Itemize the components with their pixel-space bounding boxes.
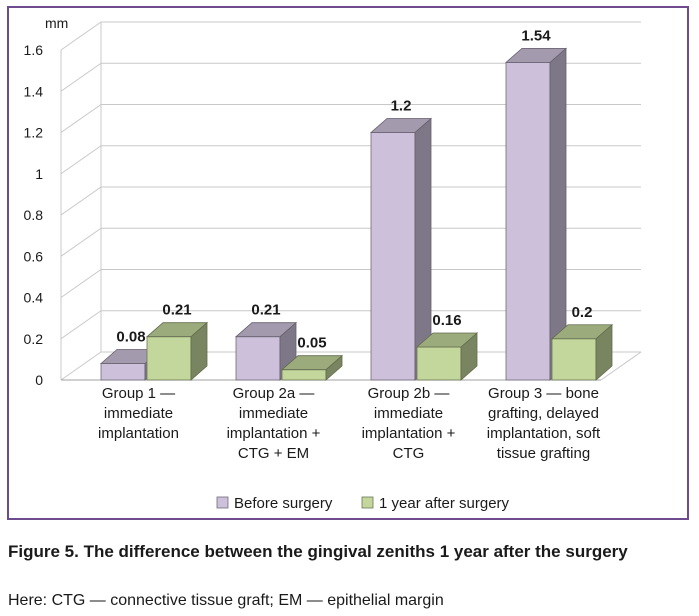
bar-front — [505, 61, 551, 381]
legend-label-1: Before surgery — [234, 495, 333, 512]
data-label: 0.2 — [572, 304, 593, 321]
bar-top — [550, 324, 614, 340]
bar-before-3 — [369, 117, 433, 381]
figure-caption-note: Here: CTG — connective tissue graft; EM … — [8, 592, 444, 609]
gridline-side — [60, 351, 102, 381]
chart-frame: 0 0.2 0.4 0.6 0.8 1 1.2 1.4 1.6 mm 0.08 0.21 Group 1… — [7, 6, 689, 520]
category-label-line: Group 2a — — [233, 385, 315, 402]
bar-front — [370, 132, 416, 381]
y-tick-label: 1.6 — [24, 42, 44, 58]
y-tick-label: 1.4 — [24, 83, 44, 99]
bar-top — [415, 332, 479, 348]
category-label: Group 2a — immediate implantation + CTG + E… — [227, 385, 321, 462]
data-label: 0.16 — [432, 312, 461, 329]
gridline-side — [60, 186, 102, 216]
y-axis-unit: mm — [45, 15, 68, 31]
gridline-side — [60, 310, 102, 340]
gridline-side — [60, 145, 102, 175]
bar-after-1 — [145, 321, 209, 381]
data-label: 1.54 — [521, 27, 551, 44]
figure-caption-title: Figure 5. The difference between the gin… — [8, 542, 628, 561]
category-label-line: Group 1 — — [102, 385, 175, 402]
category-label-line: implantation, soft — [487, 425, 601, 442]
gridline-side — [60, 62, 102, 92]
data-label: 0.21 — [162, 302, 191, 319]
bar-before-2 — [234, 321, 298, 381]
bar-front — [235, 336, 281, 381]
gridline-side — [60, 21, 102, 51]
data-label: 0.08 — [116, 329, 145, 346]
y-tick-label: 0.6 — [24, 248, 44, 264]
bar-top — [234, 322, 298, 338]
floor-side-edge — [600, 351, 642, 381]
legend-swatch-1 — [216, 496, 229, 509]
category-label-line: CTG — [393, 445, 425, 462]
gridline-side — [60, 104, 102, 133]
bar-front — [551, 338, 597, 381]
y-tick-label: 1 — [35, 166, 43, 182]
bar-after-4 — [550, 323, 614, 381]
gridline-side — [60, 227, 102, 257]
bar-front — [100, 363, 146, 381]
category-label-line: grafting, delayed — [488, 405, 599, 422]
gridline-side — [60, 269, 102, 298]
bar-before-4 — [504, 47, 568, 381]
bar-top — [504, 47, 568, 63]
legend-swatch-2 — [361, 496, 374, 509]
category-label: Group 1 — immediate implantation — [98, 385, 179, 442]
bar-after-3 — [415, 332, 479, 381]
category-label-line: implantation — [98, 425, 179, 442]
bar-top — [280, 355, 344, 371]
category-label-line: implantation + — [227, 425, 321, 442]
category-label: Group 2b — immediate implantation + CTG — [362, 385, 456, 462]
bar-front — [416, 346, 462, 381]
bar-top — [145, 322, 209, 338]
bar-top — [369, 118, 433, 133]
bar-after-2 — [280, 354, 344, 381]
data-label: 0.21 — [251, 302, 280, 319]
category-label: Group 3 — bone grafting, delayed implantat… — [487, 385, 601, 462]
category-label-line: immediate — [374, 405, 443, 422]
legend-label-2: 1 year after surgery — [379, 495, 510, 512]
bar-chart: 0 0.2 0.4 0.6 0.8 1 1.2 1.4 1.6mm 0.08 0.21 Group 1… — [24, 15, 642, 512]
category-label-line: Group 2b — — [368, 385, 450, 402]
category-label-line: implantation + — [362, 425, 456, 442]
data-label: 0.05 — [297, 335, 326, 352]
bar-front — [146, 336, 192, 381]
data-label: 1.2 — [391, 98, 412, 115]
y-tick-label: 0.4 — [24, 290, 44, 306]
category-label-line: tissue grafting — [497, 445, 590, 462]
category-label-line: CTG + EM — [238, 445, 309, 462]
y-tick-label: 0.2 — [24, 331, 44, 347]
category-label-line: immediate — [104, 405, 173, 422]
bar-front — [281, 369, 327, 381]
y-tick-label: 0.8 — [24, 207, 44, 223]
y-tick-label: 0 — [35, 372, 43, 388]
category-label-line: Group 3 — bone — [488, 385, 599, 402]
category-label-line: immediate — [239, 405, 308, 422]
y-tick-label: 1.2 — [24, 125, 44, 141]
